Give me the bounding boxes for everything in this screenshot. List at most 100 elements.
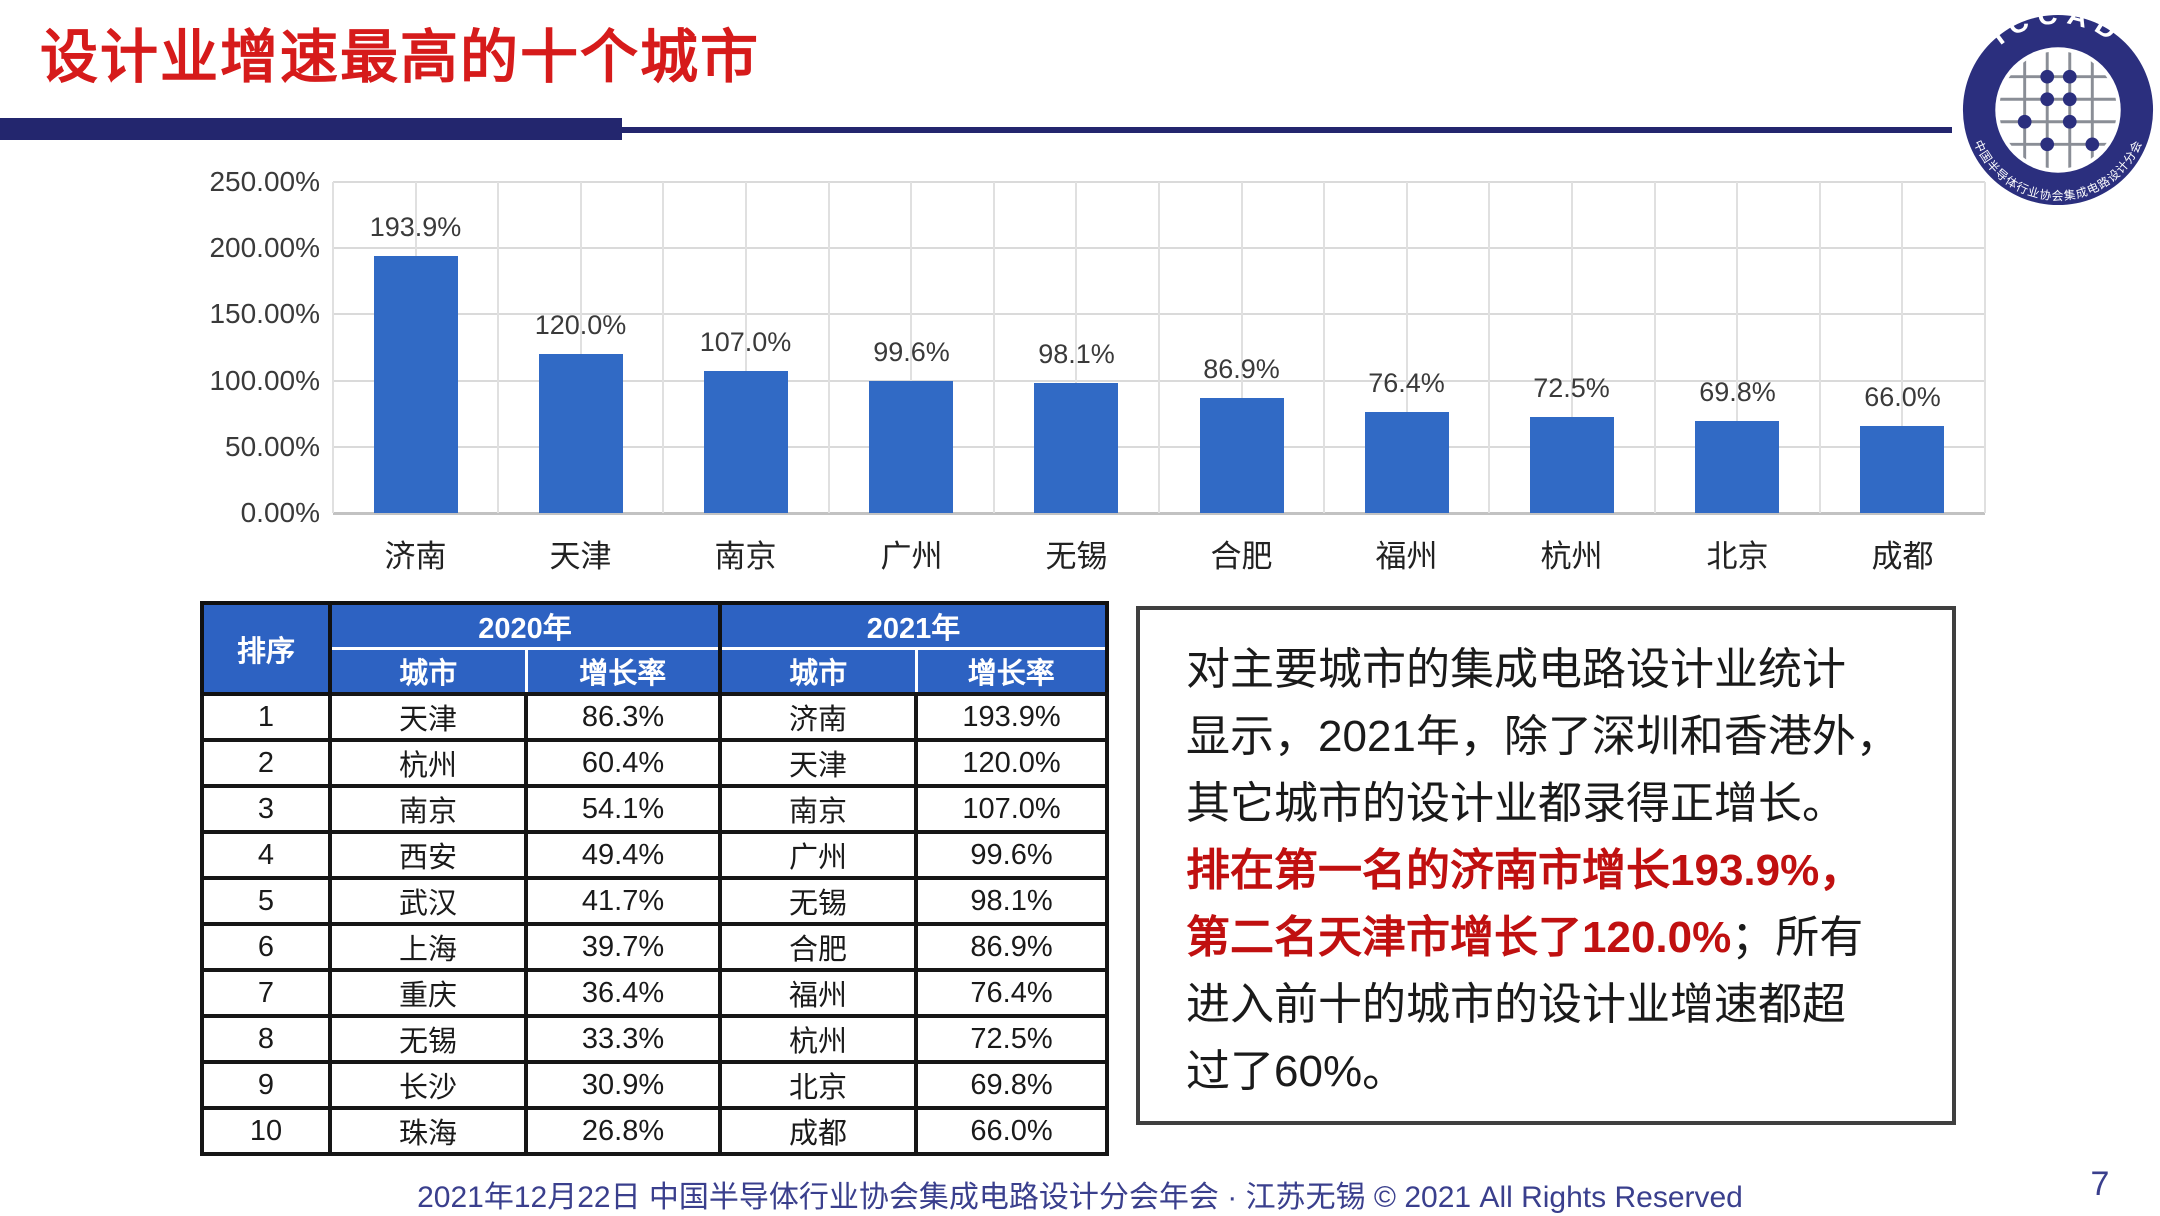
note-text: 其它城市的设计业都录得正增长。 — [1186, 779, 1846, 828]
city-2021-cell: 成都 — [718, 1106, 919, 1156]
city-2021-cell: 天津 — [718, 738, 919, 788]
ranking-table-body: 1 天津 86.3% 济南 193.9% 2 杭州 60.4% 天津 120.0% 3 南京 54.1%… — [200, 692, 1110, 1156]
city-2021-cell: 济南 — [718, 692, 919, 742]
rank-cell: 5 — [200, 876, 332, 926]
table-row: 5 武汉 41.7% 无锡 98.1% — [200, 876, 1110, 926]
bar — [1860, 426, 1944, 513]
rate-2021-cell: 98.1% — [914, 876, 1110, 926]
gridline-vertical — [580, 182, 582, 513]
note-text: 过了60%。 — [1186, 1047, 1407, 1096]
bar-value-label: 120.0% — [534, 310, 627, 340]
table-row: 9 长沙 30.9% 北京 69.8% — [200, 1060, 1110, 1110]
logo-circuit-grid — [1999, 51, 2117, 169]
rate-2021-cell: 99.6% — [914, 830, 1110, 880]
city-2021-cell: 南京 — [718, 784, 919, 834]
rank-cell: 7 — [200, 968, 332, 1018]
gridline-vertical — [828, 182, 830, 513]
table-row: 3 南京 54.1% 南京 107.0% — [200, 784, 1110, 834]
city-2020-cell: 重庆 — [328, 968, 528, 1018]
rate-2020-cell: 33.3% — [523, 1014, 723, 1064]
bar — [374, 256, 458, 513]
bar-value-label: 98.1% — [1038, 339, 1115, 369]
rate-2021-cell: 107.0% — [914, 784, 1110, 834]
gridline-vertical — [1984, 182, 1986, 513]
city-2021-cell: 广州 — [718, 830, 919, 880]
gridline-vertical — [497, 182, 499, 513]
gridline-vertical — [1406, 182, 1408, 513]
col-header-rate-2020: 增长率 — [524, 647, 722, 696]
bar — [869, 381, 953, 513]
rate-2020-cell: 26.8% — [523, 1106, 723, 1156]
x-axis-category-label: 济南 — [384, 539, 447, 574]
col-header-city-2021: 城市 — [718, 647, 918, 696]
page-title: 设计业增速最高的十个城市 — [40, 25, 761, 90]
iccad-logo-icon: ICCAD 中国半导体行业协会集成电路设计分会 — [1962, 12, 2154, 206]
rate-2020-cell: 86.3% — [523, 692, 723, 742]
logo-inner-circle — [1995, 47, 2121, 173]
chart-plot-area: 193.9% 120.0% 107.0% 99.6% 98.1% 86.9% 76.4% 72… — [332, 181, 1986, 515]
city-2020-cell: 无锡 — [328, 1014, 528, 1064]
bar-value-label: 193.9% — [369, 212, 462, 242]
rate-2021-cell: 120.0% — [914, 738, 1110, 788]
note-line: 第二名天津市增长了120.0%；所有 — [1186, 904, 1952, 971]
note-line: 显示，2021年，除了深圳和香港外， — [1186, 703, 1952, 770]
table-row: 6 上海 39.7% 合肥 86.9% — [200, 922, 1110, 972]
rate-2020-cell: 60.4% — [523, 738, 723, 788]
note-line: 进入前十的城市的设计业增速都超 — [1186, 971, 1952, 1038]
rate-2021-cell: 86.9% — [914, 922, 1110, 972]
bar — [704, 371, 788, 513]
bar — [1200, 398, 1284, 513]
col-header-2021: 2021年 — [718, 601, 1109, 650]
city-2020-cell: 武汉 — [328, 876, 528, 926]
gridline-vertical — [1488, 182, 1490, 513]
gridline-vertical — [1571, 182, 1573, 513]
city-2020-cell: 南京 — [328, 784, 528, 834]
rate-2020-cell: 36.4% — [523, 968, 723, 1018]
gridline-vertical — [1241, 182, 1243, 513]
rate-2021-cell: 69.8% — [914, 1060, 1110, 1110]
city-2020-cell: 杭州 — [328, 738, 528, 788]
gridline-vertical — [1075, 182, 1077, 513]
note-text: 进入前十的城市的设计业增速都超 — [1186, 980, 1846, 1029]
rank-cell: 1 — [200, 692, 332, 742]
gridline-vertical — [745, 182, 747, 513]
table-row: 10 珠海 26.8% 成都 66.0% — [200, 1106, 1110, 1156]
page-number: 7 — [2090, 1165, 2110, 1203]
x-axis-category-label: 杭州 — [1540, 539, 1603, 574]
note-text: ；所有 — [1731, 913, 1864, 962]
rate-2020-cell: 54.1% — [523, 784, 723, 834]
bar-value-label: 66.0% — [1864, 382, 1941, 412]
y-axis-tick-label: 150.00% — [209, 298, 320, 329]
table-row: 1 天津 86.3% 济南 193.9% — [200, 692, 1110, 742]
gridline-vertical — [1901, 182, 1903, 513]
rate-2020-cell: 39.7% — [523, 922, 723, 972]
x-axis-category-label: 北京 — [1706, 539, 1769, 574]
city-2020-cell: 西安 — [328, 830, 528, 880]
x-axis-category-label: 成都 — [1871, 539, 1934, 574]
note-text: 显示，2021年，除了深圳和香港外， — [1186, 712, 1900, 761]
x-axis-category-label: 南京 — [714, 539, 777, 574]
rate-2021-cell: 193.9% — [914, 692, 1110, 742]
note-line: 其它城市的设计业都录得正增长。 — [1186, 770, 1952, 837]
bar-value-label: 86.9% — [1203, 354, 1280, 384]
gridline-vertical — [1323, 182, 1325, 513]
col-header-rate-2021: 增长率 — [914, 647, 1109, 696]
rate-2020-cell: 30.9% — [523, 1060, 723, 1110]
city-2021-cell: 北京 — [718, 1060, 919, 1110]
gridline-vertical — [1654, 182, 1656, 513]
rate-2020-cell: 49.4% — [523, 830, 723, 880]
bar — [1695, 421, 1779, 513]
note-highlight-text: 第二名天津市增长了120.0% — [1186, 913, 1732, 962]
city-2021-cell: 无锡 — [718, 876, 919, 926]
y-axis-tick-label: 100.00% — [209, 365, 320, 396]
note-highlight-text: 排在第一名的济南市增长193.9%， — [1186, 846, 1864, 895]
note-line: 排在第一名的济南市增长193.9%， — [1186, 837, 1952, 904]
ranking-table-header: 排序 2020年 2021年 城市 增长率 城市 增长率 — [200, 601, 1109, 696]
title-underline-line — [622, 127, 1952, 133]
bar-value-label: 107.0% — [699, 327, 792, 357]
city-2020-cell: 珠海 — [328, 1106, 528, 1156]
footer-text: 2021年12月22日 中国半导体行业协会集成电路设计分会年会 · 江苏无锡 ©… — [417, 1181, 1743, 1214]
ranking-table: 排序 2020年 2021年 城市 增长率 城市 增长率 1 天津 86.3% 济南 1… — [200, 601, 1110, 1156]
note-line: 过了60%。 — [1186, 1038, 1952, 1105]
rank-cell: 10 — [200, 1106, 332, 1156]
